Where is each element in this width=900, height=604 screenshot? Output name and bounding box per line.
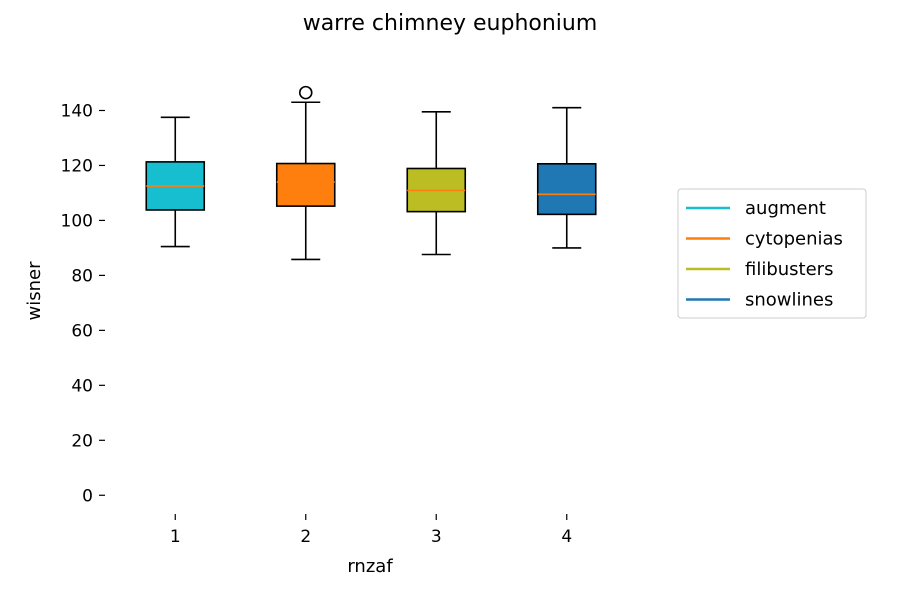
- legend-label: cytopenias: [745, 229, 843, 250]
- legend-item: filibusters: [686, 259, 833, 280]
- y-axis-label: wisner: [24, 261, 45, 321]
- legend-items: augment cytopenias filibusters snowlines: [686, 198, 843, 311]
- y-axis: 0 20 40 60 80 100 120 140: [61, 101, 105, 506]
- y-tick-label: 140: [61, 101, 93, 121]
- legend-item: augment: [686, 198, 826, 219]
- box-filibusters: [406, 111, 467, 256]
- box-augment: [145, 116, 206, 248]
- y-tick-label: 20: [71, 431, 93, 451]
- box-series-group: [145, 85, 597, 261]
- legend-item: cytopenias: [686, 229, 843, 250]
- x-tick-label: 4: [561, 527, 572, 547]
- x-axis: 1 2 3 4: [170, 514, 572, 547]
- legend-label: snowlines: [745, 290, 833, 311]
- box-cytopenias: [275, 85, 336, 261]
- legend: augment cytopenias filibusters snowlines: [677, 188, 867, 319]
- legend-label: filibusters: [745, 259, 833, 280]
- legend-label: augment: [745, 198, 826, 219]
- chart-title: warre chimney euphonium: [303, 11, 598, 36]
- y-tick-label: 40: [71, 376, 93, 396]
- legend-item: snowlines: [686, 290, 833, 311]
- box-snowlines: [536, 106, 597, 249]
- y-tick-label: 0: [82, 486, 93, 506]
- x-tick-label: 3: [431, 527, 442, 547]
- y-tick-label: 60: [71, 321, 93, 341]
- y-tick-label: 80: [71, 266, 93, 286]
- y-tick-label: 120: [61, 156, 93, 176]
- legend-frame: [677, 188, 867, 319]
- iqr-box: [275, 162, 336, 207]
- y-tick-label: 100: [61, 211, 93, 231]
- outlier-point: [298, 85, 313, 100]
- x-tick-label: 1: [170, 527, 181, 547]
- iqr-box: [536, 163, 597, 216]
- x-axis-label: rnzaf: [347, 556, 393, 577]
- x-tick-label: 2: [300, 527, 311, 547]
